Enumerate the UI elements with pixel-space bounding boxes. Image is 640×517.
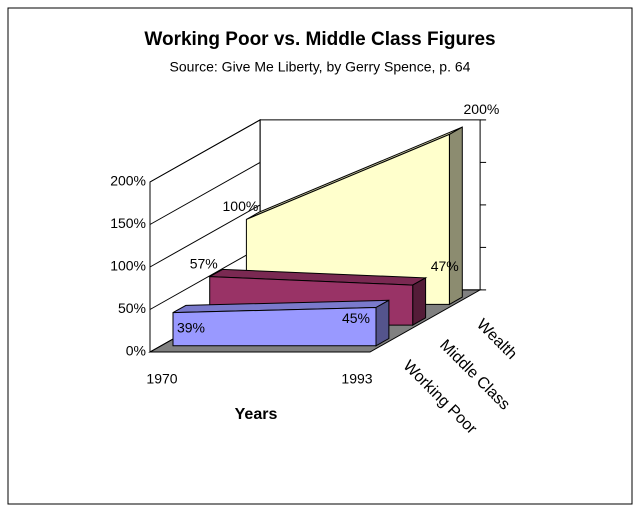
grid-line [149,119,261,183]
data-label: 47% [431,258,459,274]
data-label: 57% [190,255,218,271]
y-tick-label: 0% [126,343,146,359]
data-label: 100% [223,198,259,214]
grid-line [149,204,261,268]
x-tick-label: 1993 [341,371,372,387]
y-tick-label: 200% [110,173,146,189]
grid-line [149,161,261,225]
area [172,306,377,347]
area-side [448,126,463,306]
x-tick-label: 1970 [146,371,177,387]
area-side [412,277,427,326]
grid-line [149,246,261,310]
data-label: 45% [342,310,370,326]
y-tick-label: 150% [110,215,146,231]
data-label: 200% [464,101,500,117]
area-side [375,299,390,347]
chart-subtitle: Source: Give Me Liberty, by Gerry Spence… [170,59,471,75]
chart-title: Working Poor vs. Middle Class Figures [144,29,495,50]
y-tick-label: 100% [110,258,146,274]
x-axis-title: Years [235,406,278,423]
data-label: 39% [177,319,205,335]
y-tick-label: 50% [118,300,146,316]
